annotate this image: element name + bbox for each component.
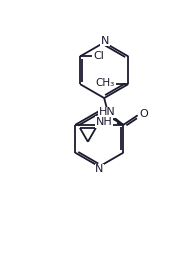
Text: O: O	[139, 109, 148, 119]
Text: N: N	[95, 164, 103, 174]
Text: NH: NH	[96, 117, 113, 127]
Text: N: N	[101, 36, 109, 46]
Text: CH₃: CH₃	[95, 78, 114, 88]
Text: HN: HN	[99, 107, 115, 117]
Text: Cl: Cl	[93, 51, 104, 61]
